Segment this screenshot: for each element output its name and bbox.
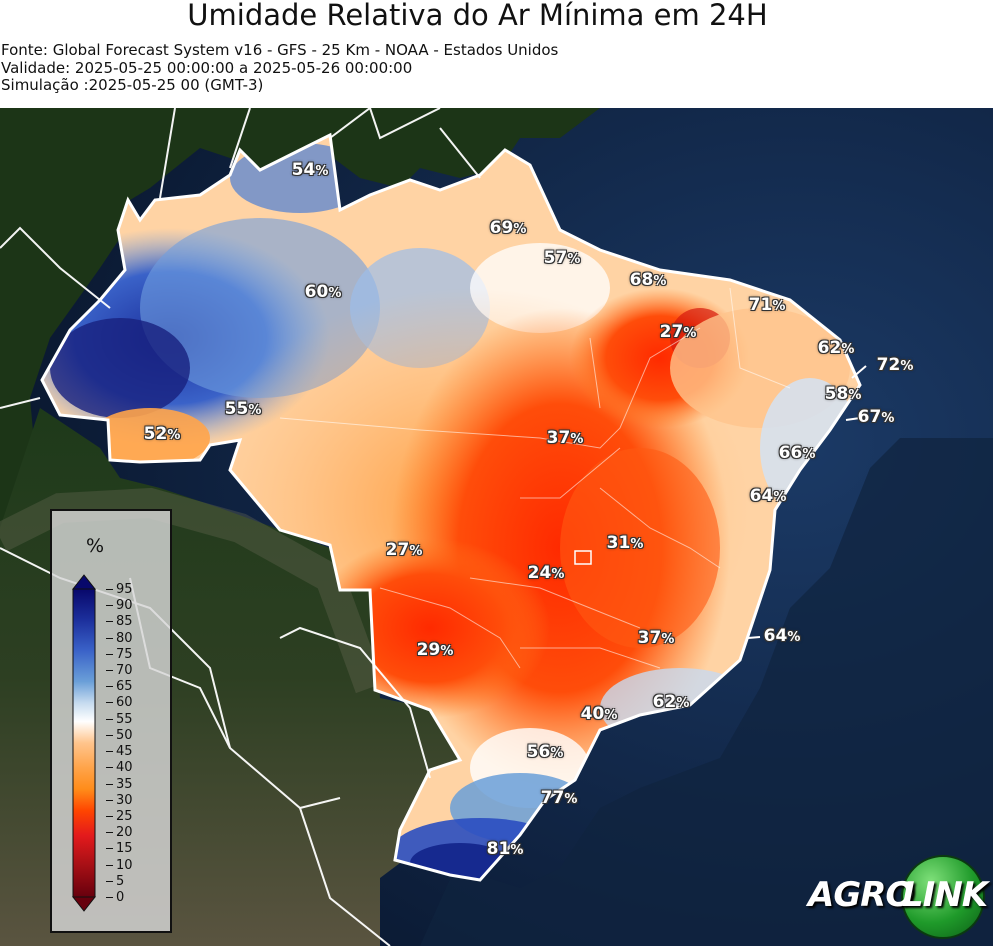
legend-unit: % bbox=[85, 535, 105, 557]
humidity-label: 62% bbox=[817, 338, 855, 358]
humidity-label: 58% bbox=[824, 384, 862, 404]
humidity-label: 81% bbox=[486, 839, 524, 859]
humidity-label: 72% bbox=[876, 355, 914, 375]
legend-tick-mark bbox=[106, 848, 113, 850]
humidity-label: 69% bbox=[489, 218, 527, 238]
humidity-label: 24% bbox=[527, 563, 565, 583]
legend-tick-label: 75 bbox=[116, 646, 133, 662]
legend-tick-label: 30 bbox=[116, 792, 133, 808]
validity-period: Validade: 2025-05-25 00:00:00 a 2025-05-… bbox=[1, 59, 413, 77]
humidity-label: 64% bbox=[763, 626, 801, 646]
legend-tick-mark bbox=[106, 653, 113, 655]
humidity-label: 62% bbox=[652, 692, 690, 712]
legend-tick-label: 90 bbox=[116, 598, 133, 614]
legend-tick-label: 5 bbox=[116, 873, 125, 889]
legend-tick-mark bbox=[106, 815, 113, 817]
humidity-label: 71% bbox=[748, 295, 786, 315]
legend-tick-label: 15 bbox=[116, 841, 133, 857]
color-bar bbox=[71, 574, 97, 912]
legend-tick-label: 0 bbox=[116, 890, 125, 905]
legend-tick-mark bbox=[106, 880, 113, 882]
legend-tick-mark bbox=[106, 702, 113, 704]
humidity-map: 54% 69% 57% 68% 60% 71% 27% 62% 72% 58% 55% 52% 67% 3… bbox=[0, 108, 993, 946]
legend-tick-mark bbox=[106, 832, 113, 834]
humidity-label: 64% bbox=[749, 486, 787, 506]
humidity-label: 31% bbox=[606, 533, 644, 553]
legend-tick-label: 40 bbox=[116, 760, 133, 776]
humidity-label: 37% bbox=[637, 628, 675, 648]
map-header: Umidade Relativa do Ar Mínima em 24H Fon… bbox=[0, 0, 993, 108]
legend-tick-mark bbox=[106, 751, 113, 753]
legend-tick-label: 85 bbox=[116, 614, 133, 630]
simulation-time: Simulação :2025-05-25 00 (GMT-3) bbox=[1, 76, 264, 94]
logo-globe bbox=[901, 855, 985, 939]
legend-tick-mark bbox=[106, 686, 113, 688]
logo-text-link: LINK bbox=[902, 875, 988, 915]
legend-tick-mark bbox=[106, 783, 113, 785]
logo-text-agro: AGRO bbox=[808, 875, 914, 915]
humidity-label: 66% bbox=[778, 443, 816, 463]
legend-tick-mark bbox=[106, 718, 113, 720]
legend-tick-mark bbox=[106, 799, 113, 801]
legend-tick-mark bbox=[106, 589, 113, 590]
legend-tick-label: 60 bbox=[116, 695, 133, 711]
legend-tick-mark bbox=[106, 734, 113, 736]
data-source: Fonte: Global Forecast System v16 - GFS … bbox=[1, 41, 559, 59]
humidity-label: 52% bbox=[143, 424, 181, 444]
humidity-label: 56% bbox=[526, 742, 564, 762]
legend-tick-mark bbox=[106, 670, 113, 672]
legend-tick-mark bbox=[106, 637, 113, 639]
humidity-label: 27% bbox=[385, 540, 423, 560]
legend-tick-label: 65 bbox=[116, 679, 133, 695]
legend-tick-label: 80 bbox=[116, 630, 133, 646]
legend-tick-mark bbox=[106, 767, 113, 769]
legend-tick-label: 10 bbox=[116, 857, 133, 873]
legend-tick-mark bbox=[106, 897, 113, 898]
legend-tick-mark bbox=[106, 621, 113, 623]
legend-tick-label: 45 bbox=[116, 744, 133, 760]
legend-tick-mark bbox=[106, 605, 113, 607]
humidity-label: 40% bbox=[580, 704, 618, 724]
legend-tick-label: 50 bbox=[116, 727, 133, 743]
humidity-label: 77% bbox=[540, 788, 578, 808]
humidity-label: 27% bbox=[659, 322, 697, 342]
legend-tick-mark bbox=[106, 864, 113, 866]
humidity-label: 55% bbox=[224, 399, 262, 419]
humidity-label: 54% bbox=[291, 160, 329, 180]
legend-tick-label: 20 bbox=[116, 825, 133, 841]
legend-tick-label: 25 bbox=[116, 808, 133, 824]
map-canvas bbox=[0, 108, 993, 946]
map-title: Umidade Relativa do Ar Mínima em 24H bbox=[187, 0, 768, 32]
humidity-label: 68% bbox=[629, 270, 667, 290]
legend-tick-label: 35 bbox=[116, 776, 133, 792]
humidity-label: 60% bbox=[304, 282, 342, 302]
humidity-label: 29% bbox=[416, 640, 454, 660]
humidity-label: 37% bbox=[546, 428, 584, 448]
legend-tick-label: 55 bbox=[116, 711, 133, 727]
humidity-label: 57% bbox=[543, 248, 581, 268]
humidity-label: 67% bbox=[857, 407, 895, 427]
legend: % 95 90 85 80 75 70 65 60 55 50 45 40 35 30 25 20 15 bbox=[50, 509, 172, 933]
legend-tick-label: 95 bbox=[116, 582, 133, 597]
agrolink-logo: AGRO LINK bbox=[808, 855, 988, 939]
legend-tick-label: 70 bbox=[116, 663, 133, 679]
